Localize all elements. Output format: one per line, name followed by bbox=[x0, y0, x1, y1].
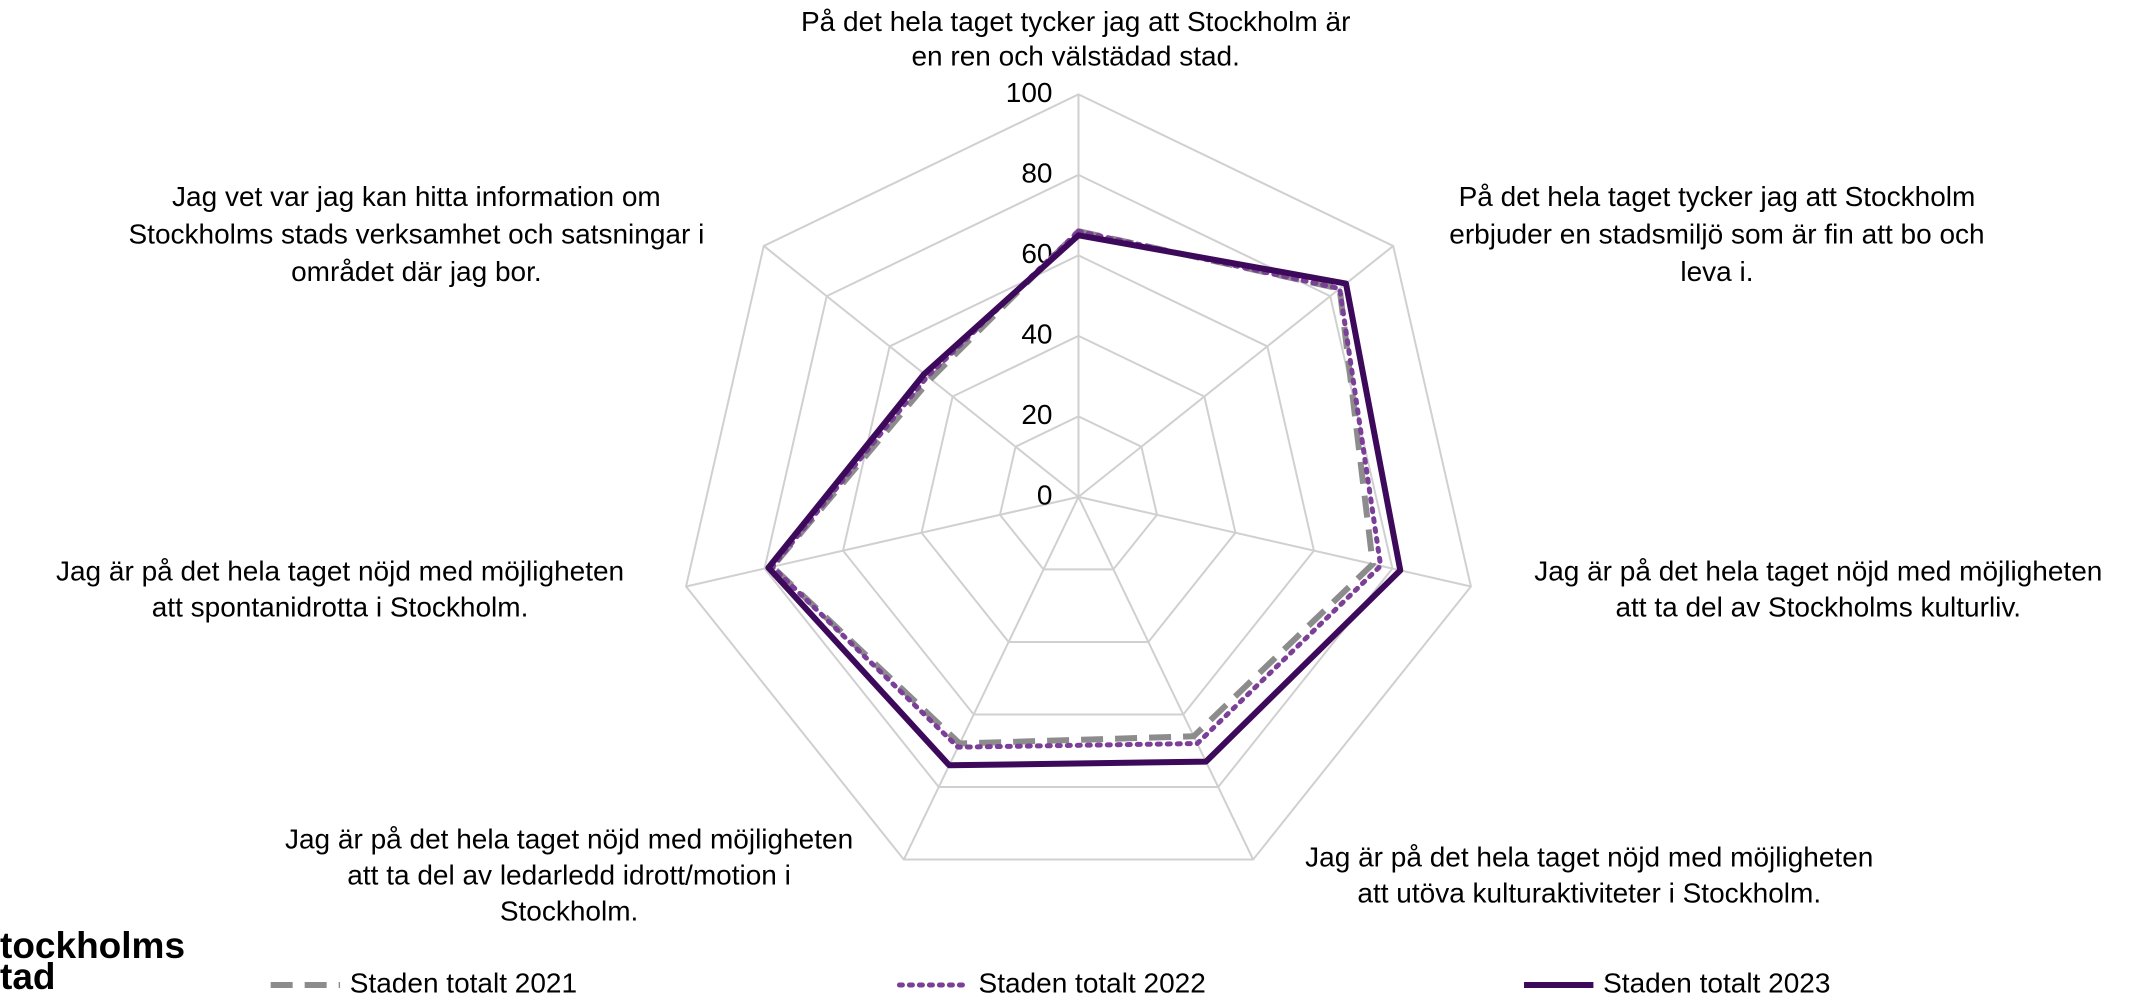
spoke bbox=[685, 495, 1079, 588]
r-tick-label: 100 bbox=[1006, 77, 1053, 108]
logo-line: tad bbox=[0, 956, 56, 997]
category-label: att spontanidrotta i Stockholm. bbox=[152, 592, 529, 623]
r-tick-label: 0 bbox=[1037, 479, 1053, 510]
category-label: erbjuder en stadsmiljö som är fin att bo… bbox=[1449, 218, 1984, 249]
spoke bbox=[902, 496, 1080, 860]
spoke bbox=[1077, 245, 1394, 498]
category-label: På det hela taget tycker jag att Stockho… bbox=[1459, 181, 1976, 212]
logo-line: tockholms bbox=[0, 925, 185, 966]
spoke bbox=[1078, 495, 1472, 588]
grid-ring bbox=[684, 93, 1472, 861]
r-tick-label: 40 bbox=[1021, 318, 1052, 349]
category-label: att ta del av ledarledd idrott/motion i bbox=[347, 860, 791, 891]
r-tick-label: 80 bbox=[1021, 157, 1052, 188]
r-tick-label: 20 bbox=[1021, 399, 1052, 430]
category-label: området där jag bor. bbox=[291, 256, 542, 287]
category-label: leva i. bbox=[1680, 256, 1753, 287]
category-label: Jag är på det hela taget nöjd med möjlig… bbox=[1305, 842, 1873, 873]
category-label: Jag är på det hela taget nöjd med möjlig… bbox=[1534, 556, 2102, 587]
legend-label: Staden totalt 2021 bbox=[350, 967, 577, 998]
category-label: att ta del av Stockholms kulturliv. bbox=[1615, 592, 2021, 623]
spoke bbox=[1077, 496, 1255, 860]
grid-ring bbox=[920, 334, 1237, 643]
category-label: att utöva kulturaktiviteter i Stockholm. bbox=[1357, 878, 1821, 909]
grid-ring bbox=[763, 173, 1394, 789]
category-label: Jag vet var jag kan hitta information om bbox=[172, 181, 661, 212]
category-label: en ren och välstädad stad. bbox=[911, 41, 1239, 72]
spoke bbox=[763, 245, 1080, 498]
category-label: Jag är på det hela taget nöjd med möjlig… bbox=[56, 556, 624, 587]
grid-ring bbox=[841, 254, 1316, 716]
legend-label: Staden totalt 2022 bbox=[979, 967, 1206, 998]
grid-ring bbox=[998, 415, 1159, 571]
category-label: Jag är på det hela taget nöjd med möjlig… bbox=[285, 824, 853, 855]
legend-label: Staden totalt 2023 bbox=[1603, 967, 1830, 998]
series-line bbox=[765, 232, 1404, 769]
category-label: Stockholm. bbox=[500, 896, 639, 927]
category-label: På det hela taget tycker jag att Stockho… bbox=[801, 6, 1350, 37]
category-label: Stockholms stads verksamhet och satsning… bbox=[128, 218, 704, 249]
series-line bbox=[769, 228, 1384, 750]
